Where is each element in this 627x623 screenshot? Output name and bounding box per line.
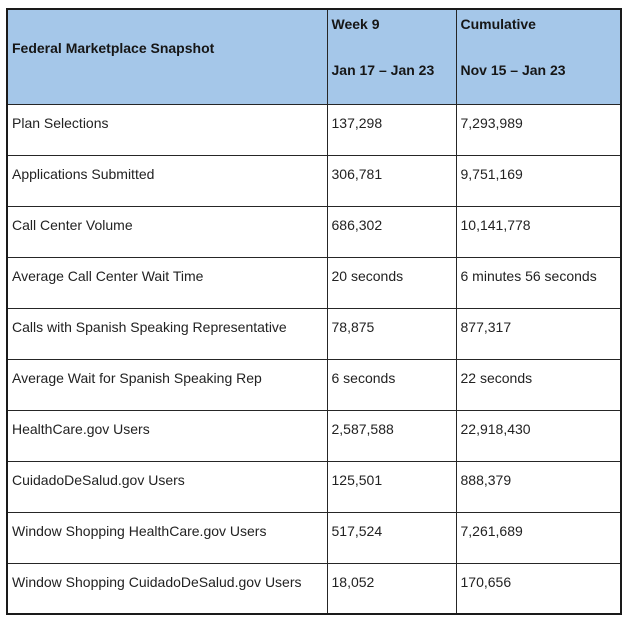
cumulative-value-cell: 22 seconds [455,358,622,411]
week-title: Week 9 [331,16,380,32]
federal-marketplace-snapshot-table: Federal Marketplace Snapshot Week 9 Jan … [6,8,622,615]
week-value-cell: 125,501 [326,460,457,513]
week-value-cell: 2,587,588 [326,409,457,462]
row-label-cell: Window Shopping CuidadoDeSalud.gov Users [6,562,328,615]
row-label-cell: Window Shopping HealthCare.gov Users [6,511,328,564]
row-label-cell: Average Wait for Spanish Speaking Rep [6,358,328,411]
cumulative-value-cell: 888,379 [455,460,622,513]
row-label-cell: CuidadoDeSalud.gov Users [6,460,328,513]
week-value-cell: 517,524 [326,511,457,564]
table-row: Window Shopping CuidadoDeSalud.gov Users… [6,562,622,615]
week-value-cell: 306,781 [326,154,457,207]
row-label-cell: Call Center Volume [6,205,328,258]
header-cell-week: Week 9 Jan 17 – Jan 23 [326,8,457,105]
row-label-cell: Applications Submitted [6,154,328,207]
cumulative-value-cell: 22,918,430 [455,409,622,462]
table-title: Federal Marketplace Snapshot [12,40,215,56]
row-label-cell: Average Call Center Wait Time [6,256,328,309]
cumulative-date-range: Nov 15 – Jan 23 [460,62,566,78]
cumulative-value-cell: 7,293,989 [455,103,622,156]
week-date-range: Jan 17 – Jan 23 [331,62,435,78]
table-row: Applications Submitted 306,781 9,751,169 [6,154,622,207]
cumulative-value-cell: 6 minutes 56 seconds [455,256,622,309]
week-value-cell: 6 seconds [326,358,457,411]
cumulative-value-cell: 170,656 [455,562,622,615]
table-row: Average Wait for Spanish Speaking Rep 6 … [6,358,622,411]
row-label-cell: HealthCare.gov Users [6,409,328,462]
row-label-cell: Plan Selections [6,103,328,156]
table-row: Call Center Volume 686,302 10,141,778 [6,205,622,258]
table-row: Plan Selections 137,298 7,293,989 [6,103,622,156]
week-value-cell: 20 seconds [326,256,457,309]
row-label-cell: Calls with Spanish Speaking Representati… [6,307,328,360]
week-value-cell: 686,302 [326,205,457,258]
cumulative-title: Cumulative [460,16,536,32]
table-row: Calls with Spanish Speaking Representati… [6,307,622,360]
week-value-cell: 137,298 [326,103,457,156]
table-row: CuidadoDeSalud.gov Users 125,501 888,379 [6,460,622,513]
cumulative-value-cell: 9,751,169 [455,154,622,207]
table-row: Window Shopping HealthCare.gov Users 517… [6,511,622,564]
header-cell-cumulative: Cumulative Nov 15 – Jan 23 [455,8,622,105]
cumulative-value-cell: 10,141,778 [455,205,622,258]
week-value-cell: 18,052 [326,562,457,615]
cumulative-value-cell: 877,317 [455,307,622,360]
table-row: Average Call Center Wait Time 20 seconds… [6,256,622,309]
table-row: HealthCare.gov Users 2,587,588 22,918,43… [6,409,622,462]
cumulative-value-cell: 7,261,689 [455,511,622,564]
header-row: Federal Marketplace Snapshot Week 9 Jan … [6,8,622,105]
week-value-cell: 78,875 [326,307,457,360]
header-cell-metric: Federal Marketplace Snapshot [6,8,328,105]
